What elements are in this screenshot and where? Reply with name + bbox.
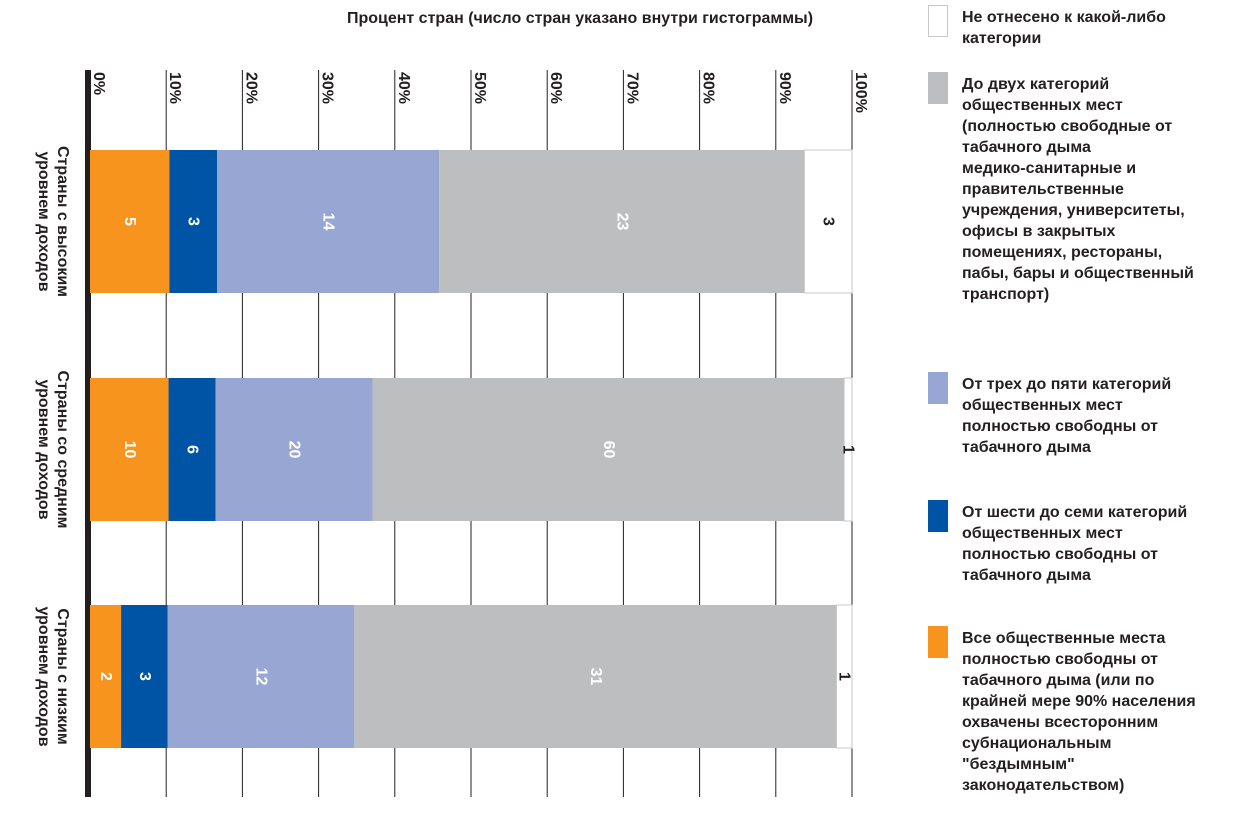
chart-title: Процент стран (число стран указано внутр… bbox=[346, 10, 814, 27]
bar-segment bbox=[169, 150, 217, 293]
bar-segment bbox=[217, 150, 440, 293]
legend-label: Не отнесено к какой-либо категории bbox=[962, 9, 1166, 47]
data-label: 3 bbox=[185, 217, 202, 226]
category-label: Страны с низкимуровнем доходов bbox=[35, 606, 71, 746]
data-label: 3 bbox=[820, 217, 837, 226]
legend-label: Все общественные места полностью свободны… bbox=[962, 630, 1196, 794]
data-label: 1 bbox=[836, 672, 853, 681]
data-label: 31 bbox=[587, 668, 604, 686]
legend-swatch bbox=[928, 5, 948, 37]
data-label: 20 bbox=[286, 441, 303, 459]
category-label: Страны с высокимуровнем доходов bbox=[35, 146, 71, 297]
tick-label: 100% bbox=[852, 72, 869, 113]
bar-segment bbox=[803, 149, 853, 294]
bar-segment bbox=[90, 150, 170, 293]
data-label: 6 bbox=[184, 445, 201, 454]
bar-segment bbox=[90, 605, 122, 748]
legend-label: От шести до семи категорий общественных м… bbox=[962, 504, 1188, 584]
data-label: 2 bbox=[97, 672, 114, 681]
legend-swatch bbox=[928, 72, 948, 104]
tick-label: 50% bbox=[471, 72, 488, 104]
bar-segment bbox=[835, 604, 853, 749]
tick-label: 20% bbox=[242, 72, 259, 104]
data-label: 3 bbox=[136, 672, 153, 681]
tick-label: 80% bbox=[700, 72, 717, 104]
tick-label: 70% bbox=[623, 72, 640, 104]
legend-label: До двух категорий общественных мест (полно… bbox=[962, 76, 1194, 303]
bar-segment bbox=[215, 378, 373, 521]
legend-swatch bbox=[928, 372, 948, 404]
tick-label: 60% bbox=[547, 72, 564, 104]
bar-segment bbox=[372, 378, 845, 521]
legend-label: От трех до пяти категорий общественных ме… bbox=[962, 376, 1172, 456]
bar-segment bbox=[843, 377, 853, 522]
data-label: 23 bbox=[613, 213, 630, 231]
tick-label: 40% bbox=[395, 72, 412, 104]
tick-label: 10% bbox=[166, 72, 183, 104]
legend-swatch bbox=[928, 626, 948, 658]
bar-segment bbox=[90, 378, 169, 521]
bar-segment bbox=[439, 150, 805, 293]
tick-label: 0% bbox=[90, 72, 107, 95]
data-label: 1 bbox=[840, 445, 857, 454]
tick-label: 90% bbox=[776, 72, 793, 104]
data-label: 10 bbox=[121, 441, 138, 459]
tick-label: 30% bbox=[319, 72, 336, 104]
data-label: 60 bbox=[600, 441, 617, 459]
category-label: Страны со среднимуровнем доходов bbox=[35, 370, 71, 528]
bar-segment bbox=[167, 605, 355, 748]
data-label: 5 bbox=[121, 217, 138, 226]
stacked-bar-chart: 5 3 14 23 310 6 20 60 12 3 12 31 1 0% 10% 20% 30% 40% 50%… bbox=[35, 70, 869, 797]
bar-segment bbox=[121, 605, 168, 748]
legend-swatch bbox=[928, 500, 948, 532]
data-label: 12 bbox=[253, 668, 270, 686]
data-label: 14 bbox=[320, 213, 337, 231]
bar-segment bbox=[168, 378, 216, 521]
bar-segment bbox=[354, 605, 837, 748]
